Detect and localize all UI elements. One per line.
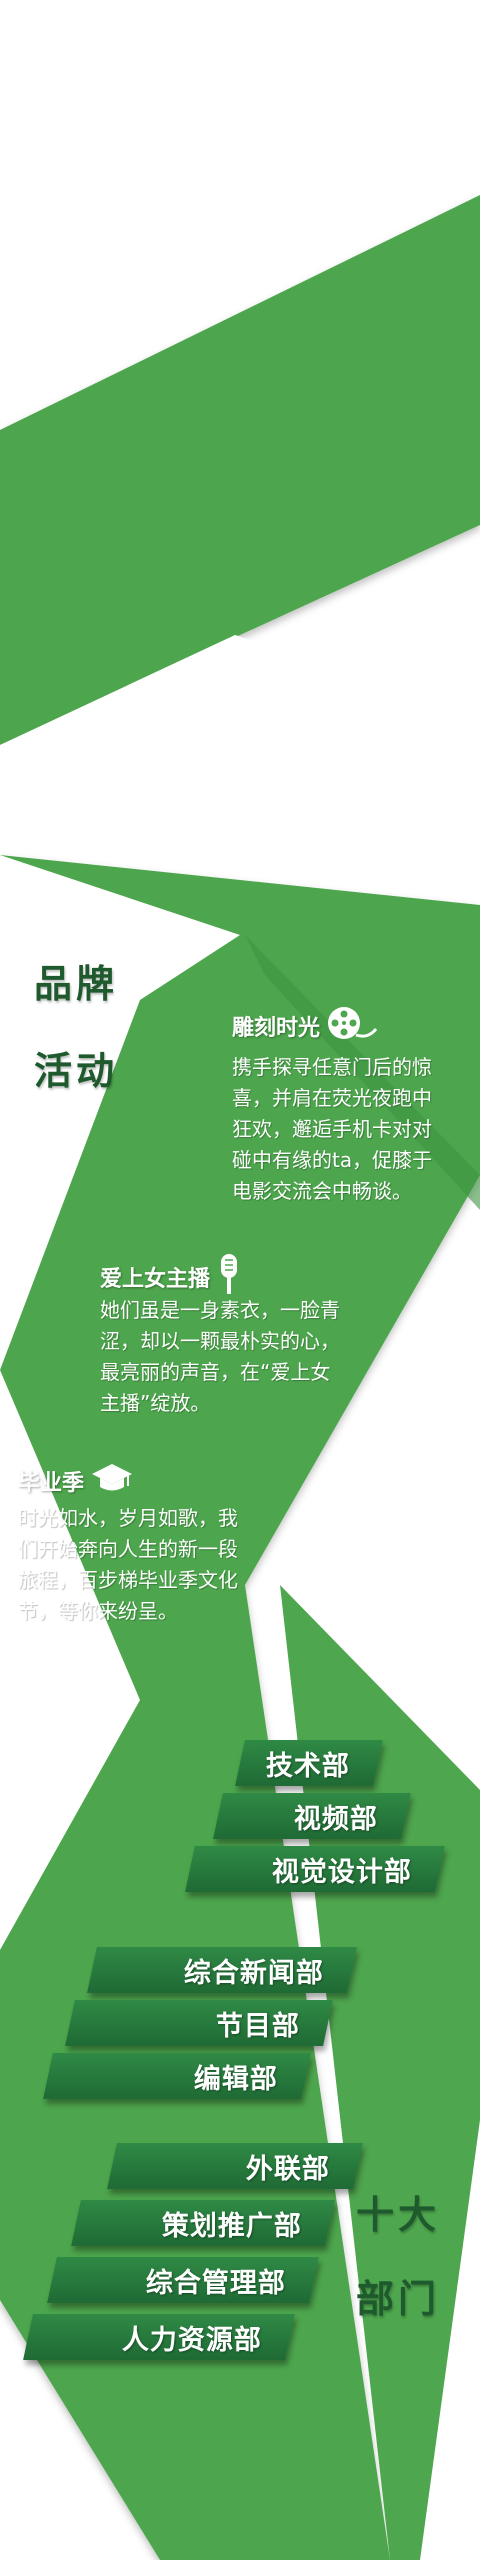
dept-cehua: 策划推广部 xyxy=(71,2200,335,2246)
dept-label: 综合新闻部 xyxy=(184,1957,324,1989)
desc-line: 旅程，百步梯毕业季文化 xyxy=(18,1568,238,1592)
desc-line: 主播”绽放。 xyxy=(100,1391,211,1415)
desc-line: 喜，并肩在荧光夜跑中 xyxy=(232,1086,432,1110)
dept-jiemu: 节目部 xyxy=(65,2000,333,2046)
microphone-icon xyxy=(216,1252,242,1302)
dept-shijue: 视觉设计部 xyxy=(185,1846,445,1892)
activity-title-label: 毕业季 xyxy=(18,1471,85,1496)
activity-desc-biyeji: 时光如水，岁月如歌，我 们开始奔向人生的新一段 旅程，百步梯毕业季文化 节，等你… xyxy=(18,1503,238,1627)
activity-title-label: 爱上女主播 xyxy=(100,1267,211,1292)
dept-label: 综合管理部 xyxy=(146,2267,286,2299)
dept-bianji: 编辑部 xyxy=(43,2053,311,2099)
desc-line: 狂欢，邂逅手机卡对对 xyxy=(232,1117,432,1141)
dept-label: 技术部 xyxy=(266,1750,350,1782)
diagonal-strip-shade xyxy=(245,935,480,1210)
dept-heading-line-2: 部门 xyxy=(356,2277,441,2321)
activity-title-biyeji: 毕业季 xyxy=(18,1462,134,1500)
activity-title-diaoke: 雕刻时光 xyxy=(232,1005,378,1047)
activity-desc-nvzhubo: 她们虽是一身素衣，一脸青 涩，却以一颗最朴实的心， 最亮丽的声音，在“爱上女 主… xyxy=(100,1295,340,1419)
dept-wailian: 外联部 xyxy=(107,2143,363,2189)
dept-label: 节目部 xyxy=(216,2010,300,2042)
graduation-cap-icon xyxy=(90,1462,134,1500)
dept-label: 编辑部 xyxy=(194,2063,278,2095)
activity-title-label: 雕刻时光 xyxy=(232,1016,321,1041)
desc-line: 碰中有缘的ta，促膝于 xyxy=(232,1148,433,1172)
left-white-notch xyxy=(0,855,240,1370)
dept-label: 策划推广部 xyxy=(162,2210,302,2242)
desc-line: 时光如水，岁月如歌，我 xyxy=(18,1506,238,1530)
desc-line: 她们虽是一身素衣，一脸青 xyxy=(100,1298,340,1322)
desc-line: 最亮丽的声音，在“爱上女 xyxy=(100,1360,331,1384)
dept-label: 视频部 xyxy=(294,1803,378,1835)
dept-jishu: 技术部 xyxy=(235,1740,383,1786)
bottom-right-white xyxy=(420,2120,480,2560)
brand-heading-line-2: 活动 xyxy=(34,1049,119,1093)
desc-line: 携手探寻任意门后的惊 xyxy=(232,1055,432,1079)
dept-shipin: 视频部 xyxy=(213,1793,411,1839)
top-green-band xyxy=(0,195,480,745)
dept-renli: 人力资源部 xyxy=(23,2314,295,2360)
dept-heading-line-1: 十大 xyxy=(356,2193,441,2237)
dept-label: 视觉设计部 xyxy=(272,1856,412,1888)
desc-line: 涩，却以一颗最朴实的心， xyxy=(100,1329,340,1353)
film-reel-icon xyxy=(326,1005,378,1047)
dept-label: 外联部 xyxy=(246,2153,330,2185)
desc-line: 们开始奔向人生的新一段 xyxy=(18,1537,238,1561)
dept-label: 人力资源部 xyxy=(122,2324,262,2356)
dept-zonghe-guanli: 综合管理部 xyxy=(47,2257,319,2303)
desc-line: 电影交流会中畅谈。 xyxy=(232,1179,412,1203)
dept-zonghe-xinwen: 综合新闻部 xyxy=(87,1947,357,1993)
middle-green-band xyxy=(0,855,480,2560)
brand-heading-line-1: 品牌 xyxy=(34,962,119,1006)
lower-left-white xyxy=(0,1370,140,1950)
white-divider-band xyxy=(0,635,480,905)
activity-desc-diaoke: 携手探寻任意门后的惊 喜，并肩在荧光夜跑中 狂欢，邂逅手机卡对对 碰中有缘的ta… xyxy=(232,1052,432,1207)
desc-line: 节，等你来纷呈。 xyxy=(18,1599,178,1623)
activity-title-nvzhubo: 爱上女主播 xyxy=(100,1252,242,1302)
